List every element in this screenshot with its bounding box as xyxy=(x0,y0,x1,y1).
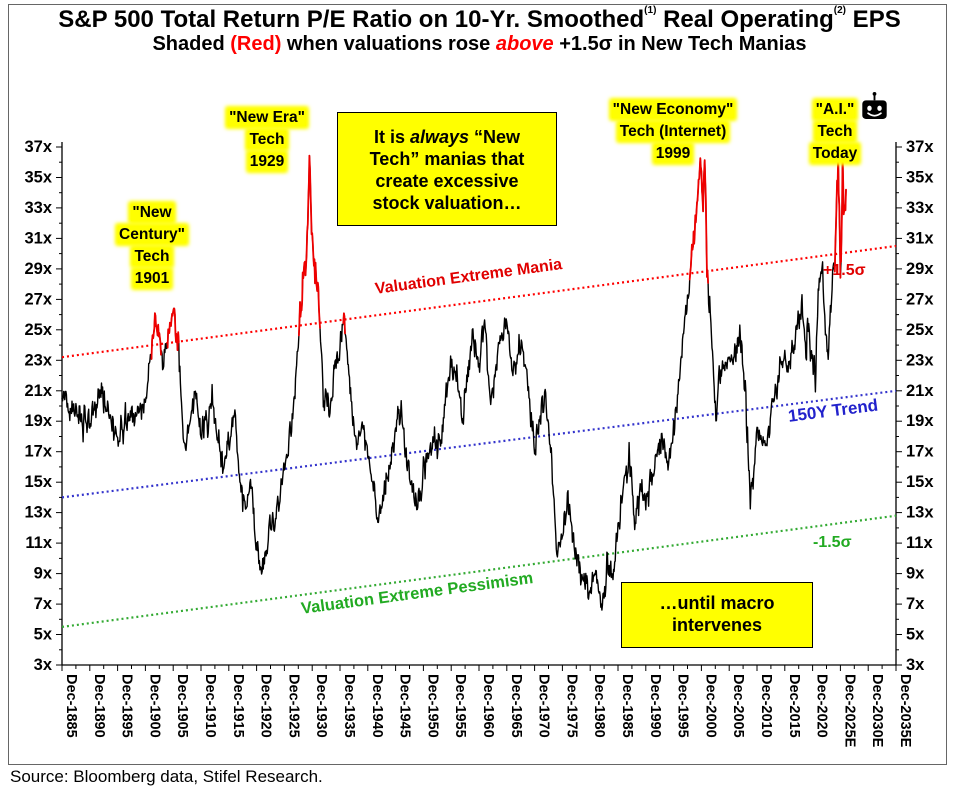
svg-text:Dec-1965: Dec-1965 xyxy=(508,674,524,738)
svg-text:37x: 37x xyxy=(24,138,52,156)
svg-text:33x: 33x xyxy=(24,199,52,217)
svg-text:Dec-1995: Dec-1995 xyxy=(675,674,691,738)
svg-text:31x: 31x xyxy=(24,229,52,247)
svg-text:Dec-2025E: Dec-2025E xyxy=(841,674,857,748)
svg-text:Dec-2005: Dec-2005 xyxy=(730,674,746,738)
svg-text:13x: 13x xyxy=(24,504,52,522)
svg-text:33x: 33x xyxy=(906,199,934,217)
svg-text:7x: 7x xyxy=(34,595,53,613)
svg-text:Dec-1970: Dec-1970 xyxy=(536,674,552,738)
svg-text:19x: 19x xyxy=(24,412,52,430)
svg-text:Dec-1930: Dec-1930 xyxy=(313,674,329,738)
svg-text:23x: 23x xyxy=(906,351,934,369)
svg-text:31x: 31x xyxy=(906,229,934,247)
svg-text:Dec-1955: Dec-1955 xyxy=(452,674,468,738)
svg-text:29x: 29x xyxy=(906,260,934,278)
svg-text:25x: 25x xyxy=(906,321,934,339)
svg-text:9x: 9x xyxy=(906,565,925,583)
svg-text:Dec-2035E: Dec-2035E xyxy=(897,674,913,748)
svg-text:29x: 29x xyxy=(24,260,52,278)
svg-text:35x: 35x xyxy=(906,169,934,187)
svg-text:15x: 15x xyxy=(906,473,934,491)
svg-text:Dec-2000: Dec-2000 xyxy=(702,674,718,738)
svg-text:Dec-1935: Dec-1935 xyxy=(341,674,357,738)
svg-text:Dec-1985: Dec-1985 xyxy=(619,674,635,738)
svg-text:Dec-1885: Dec-1885 xyxy=(63,674,79,738)
svg-text:11x: 11x xyxy=(25,534,52,552)
svg-text:5x: 5x xyxy=(34,626,53,644)
svg-text:5x: 5x xyxy=(906,626,925,644)
svg-text:Dec-1975: Dec-1975 xyxy=(563,674,579,738)
svg-text:Dec-1920: Dec-1920 xyxy=(258,674,274,738)
svg-text:Dec-1945: Dec-1945 xyxy=(397,674,413,738)
svg-text:15x: 15x xyxy=(24,473,52,491)
svg-text:37x: 37x xyxy=(906,138,934,156)
svg-text:21x: 21x xyxy=(24,382,52,400)
svg-text:Dec-2015: Dec-2015 xyxy=(786,674,802,738)
svg-text:27x: 27x xyxy=(906,290,934,308)
svg-text:9x: 9x xyxy=(34,565,53,583)
svg-text:Dec-1940: Dec-1940 xyxy=(369,674,385,738)
svg-text:19x: 19x xyxy=(906,412,934,430)
svg-text:3x: 3x xyxy=(906,656,925,674)
svg-text:Dec-1950: Dec-1950 xyxy=(424,674,440,738)
svg-text:3x: 3x xyxy=(34,656,53,674)
svg-text:7x: 7x xyxy=(906,595,925,613)
svg-text:Dec-1960: Dec-1960 xyxy=(480,674,496,738)
svg-text:Dec-1925: Dec-1925 xyxy=(285,674,301,738)
svg-text:Dec-1900: Dec-1900 xyxy=(146,674,162,738)
svg-text:Dec-2030E: Dec-2030E xyxy=(869,674,885,748)
svg-text:Dec-1895: Dec-1895 xyxy=(119,674,135,738)
svg-text:Dec-1990: Dec-1990 xyxy=(647,674,663,738)
svg-text:Dec-2020: Dec-2020 xyxy=(814,674,830,738)
svg-text:Dec-1905: Dec-1905 xyxy=(174,674,190,738)
svg-text:13x: 13x xyxy=(906,504,934,522)
svg-text:17x: 17x xyxy=(24,443,52,461)
svg-text:Dec-1980: Dec-1980 xyxy=(591,674,607,738)
svg-text:11x: 11x xyxy=(906,534,933,552)
svg-text:35x: 35x xyxy=(24,169,52,187)
svg-text:Dec-2010: Dec-2010 xyxy=(758,674,774,738)
svg-text:25x: 25x xyxy=(24,321,52,339)
svg-text:27x: 27x xyxy=(24,290,52,308)
svg-text:23x: 23x xyxy=(24,351,52,369)
svg-text:Dec-1910: Dec-1910 xyxy=(202,674,218,738)
svg-text:Dec-1890: Dec-1890 xyxy=(91,674,107,738)
svg-text:Dec-1915: Dec-1915 xyxy=(230,674,246,738)
svg-text:17x: 17x xyxy=(906,443,934,461)
